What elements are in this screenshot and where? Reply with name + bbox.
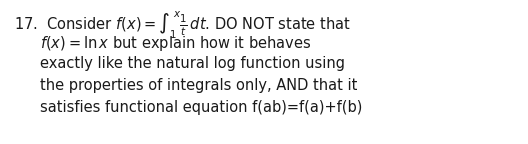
Text: $f(x) = \ln x$ but explain how it behaves: $f(x) = \ln x$ but explain how it behave…	[40, 34, 312, 53]
Text: satisfies functional equation f(ab)=f(a)+f(b): satisfies functional equation f(ab)=f(a)…	[40, 100, 362, 115]
Text: the properties of integrals only, AND that it: the properties of integrals only, AND th…	[40, 78, 357, 93]
Text: exactly like the natural log function using: exactly like the natural log function us…	[40, 56, 345, 71]
Text: 17.  Consider $f(x) = \int_1^{\,x} \frac{1}{t}\,dt$. DO NOT state that: 17. Consider $f(x) = \int_1^{\,x} \frac{…	[14, 10, 351, 41]
